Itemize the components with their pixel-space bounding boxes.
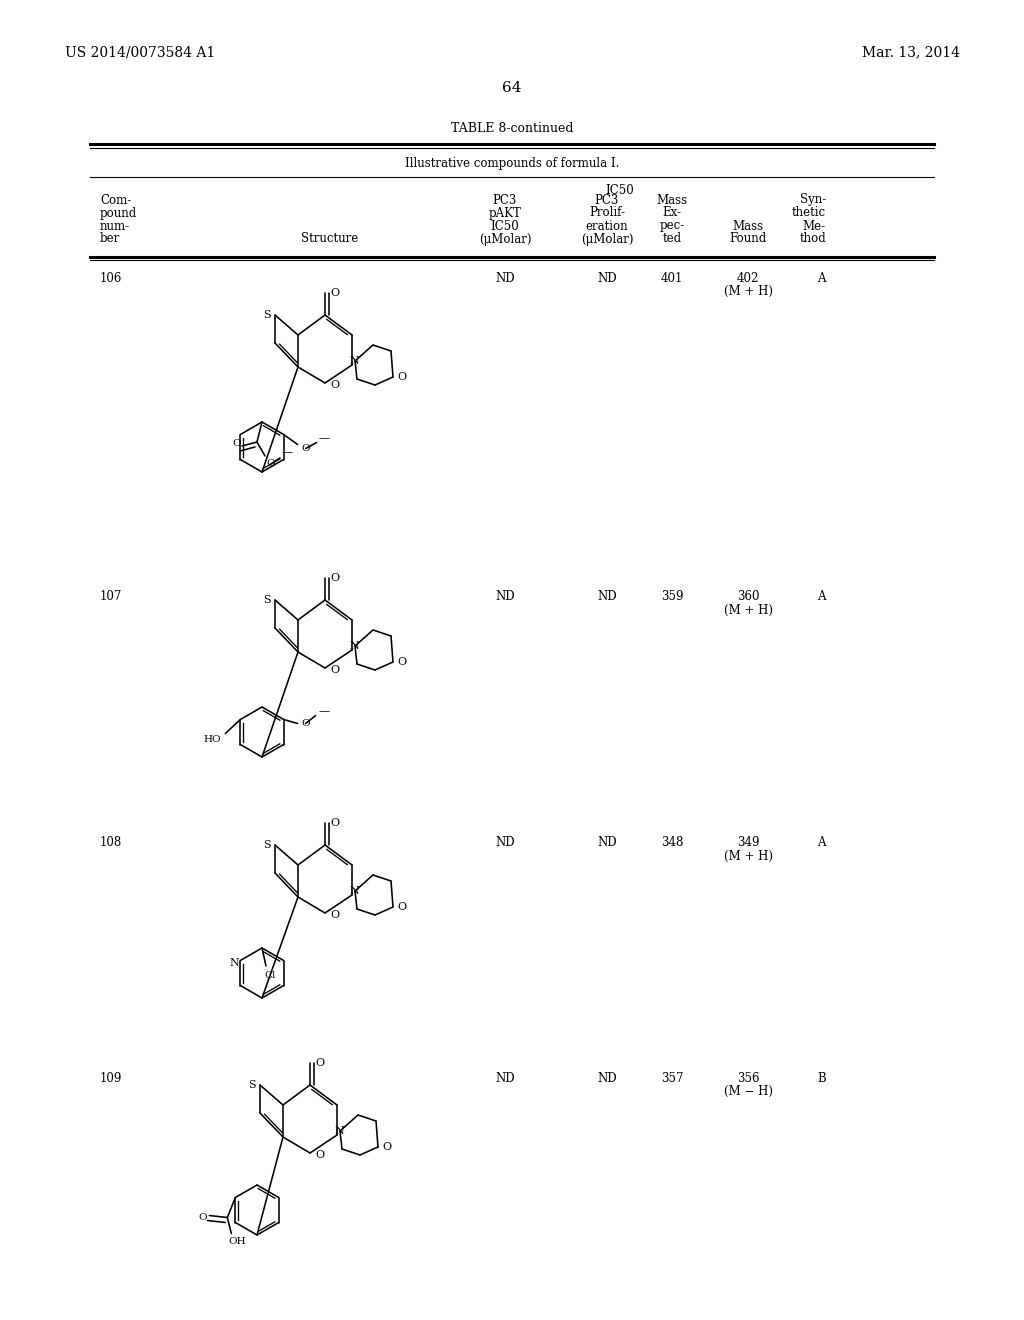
Text: O: O (331, 818, 340, 828)
Text: 349: 349 (736, 837, 759, 850)
Text: ted: ted (663, 232, 682, 246)
Text: 402: 402 (737, 272, 759, 285)
Text: O: O (315, 1059, 325, 1068)
Text: —: — (318, 706, 329, 717)
Text: 108: 108 (100, 837, 122, 850)
Text: O: O (301, 444, 310, 453)
Text: A: A (817, 590, 826, 603)
Text: PC3: PC3 (595, 194, 620, 206)
Text: O: O (331, 380, 340, 389)
Text: Mar. 13, 2014: Mar. 13, 2014 (862, 45, 961, 59)
Text: Mass: Mass (732, 219, 764, 232)
Text: O: O (315, 1150, 325, 1160)
Text: HO: HO (204, 735, 221, 744)
Text: Mass: Mass (656, 194, 687, 206)
Text: B: B (817, 1072, 826, 1085)
Text: PC3: PC3 (493, 194, 517, 206)
Text: ND: ND (496, 272, 515, 285)
Text: —: — (318, 433, 329, 444)
Text: O: O (331, 573, 340, 583)
Text: ND: ND (496, 1072, 515, 1085)
Text: 109: 109 (100, 1072, 123, 1085)
Text: N: N (349, 356, 358, 366)
Text: O: O (331, 909, 340, 920)
Text: O: O (198, 1213, 207, 1222)
Text: Found: Found (729, 232, 767, 246)
Text: 360: 360 (736, 590, 759, 603)
Text: 106: 106 (100, 272, 123, 285)
Text: 401: 401 (660, 272, 683, 285)
Text: S: S (248, 1080, 256, 1090)
Text: pAKT: pAKT (488, 206, 521, 219)
Text: num-: num- (100, 219, 130, 232)
Text: —: — (282, 447, 293, 457)
Text: A: A (817, 272, 826, 285)
Text: ND: ND (597, 1072, 616, 1085)
Text: ND: ND (597, 590, 616, 603)
Text: ND: ND (597, 272, 616, 285)
Text: 64: 64 (502, 81, 522, 95)
Text: Me-: Me- (803, 219, 826, 232)
Text: Cl: Cl (264, 972, 275, 981)
Text: Prolif-: Prolif- (589, 206, 625, 219)
Text: US 2014/0073584 A1: US 2014/0073584 A1 (65, 45, 215, 59)
Text: 348: 348 (660, 837, 683, 850)
Text: N: N (229, 957, 240, 968)
Text: 357: 357 (660, 1072, 683, 1085)
Text: O: O (382, 1142, 391, 1152)
Text: N: N (349, 886, 358, 896)
Text: N: N (334, 1126, 344, 1137)
Text: pec-: pec- (659, 219, 685, 232)
Text: IC50: IC50 (605, 183, 635, 197)
Text: S: S (263, 840, 270, 850)
Text: eration: eration (586, 219, 629, 232)
Text: O: O (331, 665, 340, 675)
Text: pound: pound (100, 206, 137, 219)
Text: Ex-: Ex- (663, 206, 682, 219)
Text: OH: OH (228, 1237, 246, 1246)
Text: 356: 356 (736, 1072, 759, 1085)
Text: O: O (397, 657, 407, 667)
Text: Syn-: Syn- (800, 194, 826, 206)
Text: Structure: Structure (301, 232, 358, 246)
Text: S: S (263, 595, 270, 605)
Text: (M + H): (M + H) (724, 285, 772, 297)
Text: 359: 359 (660, 590, 683, 603)
Text: IC50: IC50 (490, 219, 519, 232)
Text: (M − H): (M − H) (724, 1085, 772, 1097)
Text: O: O (232, 440, 242, 449)
Text: O: O (266, 459, 275, 469)
Text: O: O (301, 719, 310, 729)
Text: A: A (817, 837, 826, 850)
Text: Illustrative compounds of formula I.: Illustrative compounds of formula I. (404, 157, 620, 169)
Text: thetic: thetic (792, 206, 826, 219)
Text: (M + H): (M + H) (724, 850, 772, 862)
Text: ND: ND (496, 837, 515, 850)
Text: S: S (263, 310, 270, 319)
Text: (μMolar): (μMolar) (479, 232, 531, 246)
Text: (μMolar): (μMolar) (581, 232, 633, 246)
Text: ND: ND (496, 590, 515, 603)
Text: (M + H): (M + H) (724, 603, 772, 616)
Text: 107: 107 (100, 590, 123, 603)
Text: thod: thod (800, 232, 826, 246)
Text: Com-: Com- (100, 194, 131, 206)
Text: O: O (397, 372, 407, 381)
Text: ber: ber (100, 232, 120, 246)
Text: N: N (349, 642, 358, 651)
Text: TABLE 8-continued: TABLE 8-continued (451, 121, 573, 135)
Text: O: O (331, 288, 340, 298)
Text: O: O (397, 902, 407, 912)
Text: ND: ND (597, 837, 616, 850)
